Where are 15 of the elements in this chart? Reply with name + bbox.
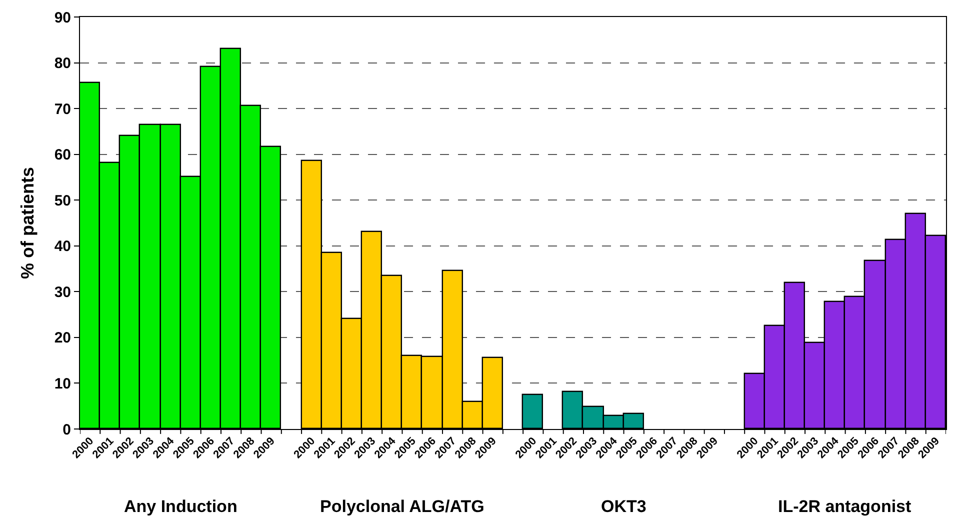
text: Any Induction bbox=[124, 497, 238, 516]
y-tick-label: 30 bbox=[54, 284, 71, 301]
y-tick-label: 20 bbox=[54, 330, 71, 347]
y-tick-label: 10 bbox=[54, 375, 71, 392]
y-tick-label: 70 bbox=[54, 100, 71, 118]
text: IL-2R antagonist bbox=[778, 497, 912, 516]
y-tick-label: 60 bbox=[54, 146, 71, 164]
text: Polyclonal ALG/ATG bbox=[320, 497, 484, 516]
y-tick-label: 80 bbox=[54, 55, 71, 72]
text: OKT3 bbox=[601, 497, 646, 516]
y-tick-label: 50 bbox=[54, 192, 71, 210]
y-tick-label: 0 bbox=[62, 421, 71, 438]
y-axis-title: % of patients bbox=[18, 166, 38, 280]
y-tick-label: 90 bbox=[54, 9, 71, 26]
y-tick-label: 40 bbox=[54, 238, 71, 256]
